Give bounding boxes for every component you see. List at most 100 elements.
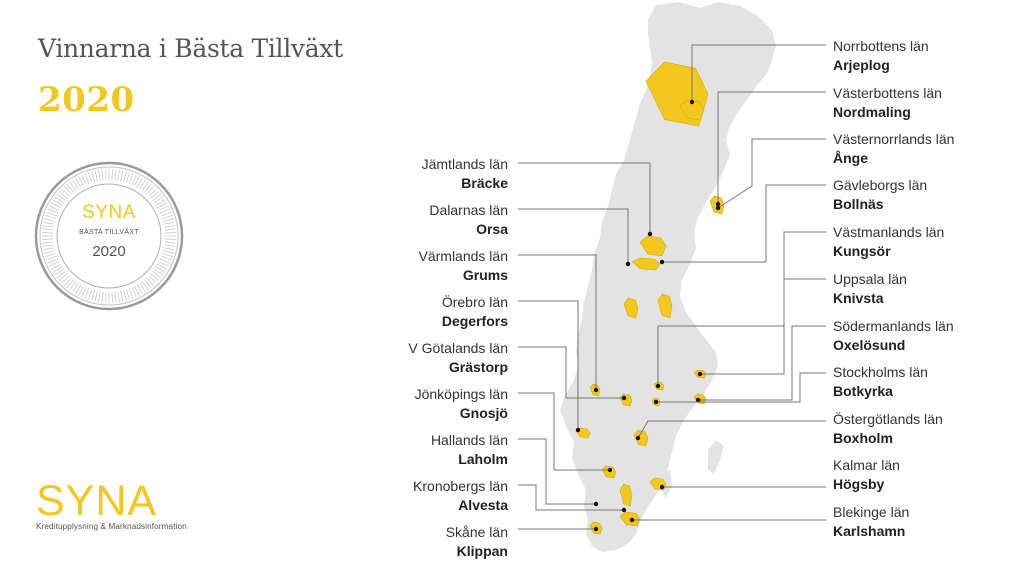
location-dot-arjeplog <box>689 99 695 105</box>
municipality-bracke <box>639 235 667 257</box>
winner-name: Karlshamn <box>833 523 906 539</box>
county-name: Värmlands län <box>418 248 509 264</box>
winner-name: Degerfors <box>441 313 508 329</box>
winner-name: Alvesta <box>458 497 508 513</box>
leader-line-ange <box>717 138 826 209</box>
label-gnosjo: Jönköpings län Gnosjö <box>278 385 508 423</box>
county-name: Örebro län <box>441 294 508 310</box>
municipality-boxholm <box>633 429 649 447</box>
label-boxholm: Östergötlands län Boxholm <box>833 410 1024 448</box>
label-degerfors: Örebro län Degerfors <box>278 293 508 331</box>
winner-name: Klippan <box>456 543 508 559</box>
location-dot-knivsta <box>697 371 703 377</box>
location-dot-orsa <box>625 261 631 267</box>
leader-line-arjeplog <box>691 44 826 102</box>
location-dot-degerfors <box>575 427 581 433</box>
label-arjeplog: Norrbottens län Arjeplog <box>833 37 1024 75</box>
winner-name: Grums <box>462 267 508 283</box>
county-name: Södermanlands län <box>833 318 954 334</box>
leader-line-boxholm <box>637 420 826 439</box>
county-name: V Götalands län <box>408 340 508 356</box>
badge-brand: SYNA <box>82 202 136 223</box>
page-year: 2020 <box>38 80 135 120</box>
county-name: Östergötlands län <box>833 411 943 427</box>
winner-name: Knivsta <box>833 290 884 306</box>
label-kungsor: Västmanlands län Kungsör <box>833 223 1024 261</box>
municipality-bollnas <box>657 293 673 319</box>
municipality-alvesta <box>619 483 633 507</box>
location-dot-boxholm <box>635 435 641 441</box>
county-name: Jönköpings län <box>414 386 508 402</box>
location-dot-gnosjo <box>607 467 613 473</box>
winner-name: Oxelösund <box>833 337 906 353</box>
county-name: Skåne län <box>445 524 508 540</box>
municipality-karlshamn <box>619 511 641 527</box>
label-orsa: Dalarnas län Orsa <box>278 201 508 239</box>
winner-name: Gnosjö <box>459 405 508 421</box>
winner-name: Orsa <box>476 221 508 237</box>
label-laholm: Hallands län Laholm <box>278 431 508 469</box>
leader-line-orsa <box>518 208 629 264</box>
county-name: Västernorrlands län <box>833 131 955 147</box>
leader-lines <box>518 44 826 532</box>
winner-name: Högsby <box>833 476 885 492</box>
leader-line-nordmaling <box>717 91 826 204</box>
county-name: Norrbottens län <box>833 38 929 54</box>
location-dot-alvesta <box>621 507 627 513</box>
location-dot-hogsby <box>659 484 665 490</box>
label-knivsta: Uppsala län Knivsta <box>833 270 1024 308</box>
label-grastorp: V Götalands län Grästorp <box>278 339 508 377</box>
municipality-nordmaling <box>679 99 705 121</box>
label-bracke: Jämtlands län Bräcke <box>278 155 508 193</box>
label-nordmaling: Västerbottens län Nordmaling <box>833 84 1024 122</box>
label-karlshamn: Blekinge län Karlshamn <box>833 503 1024 541</box>
winner-name: Nordmaling <box>833 104 911 120</box>
leader-line-grums <box>518 254 597 390</box>
page-title: Vinnarna i Bästa Tillväxt <box>38 34 343 63</box>
leader-line-laholm <box>518 438 596 505</box>
leader-line-bracke <box>518 162 651 234</box>
municipality-laholm <box>601 465 617 479</box>
location-dot-laholm <box>593 501 599 507</box>
leader-line-knivsta <box>700 278 826 375</box>
location-dot-bracke <box>647 231 653 237</box>
sweden-outline <box>560 2 776 552</box>
badge-year: 2020 <box>92 243 125 260</box>
county-name: Blekinge län <box>833 504 910 520</box>
location-dot-klippan <box>593 526 599 532</box>
winner-name: Arjeplog <box>833 57 890 73</box>
badge-rim <box>34 161 184 311</box>
leader-line-gnosjo <box>518 392 610 471</box>
label-alvesta: Kronobergs län Alvesta <box>278 477 508 515</box>
winner-name: Bräcke <box>461 175 508 191</box>
leader-line-botkyrka <box>656 372 826 403</box>
label-grums: Värmlands län Grums <box>278 247 509 285</box>
winner-name: Kungsör <box>833 243 891 259</box>
location-dot-nordmaling <box>715 201 721 207</box>
county-name: Västmanlands län <box>833 224 945 240</box>
municipality-orsa <box>631 257 661 271</box>
county-name: Jämtlands län <box>421 156 508 172</box>
badge-subtitle: BÄSTA TILLVÄXT <box>79 228 139 236</box>
leader-line-oxelosund <box>698 325 826 401</box>
syna-logo: SYNA Kreditupplysning & Marknadsinformat… <box>36 477 187 532</box>
winner-name: Boxholm <box>833 430 893 446</box>
label-hogsby: Kalmar län Högsby <box>833 456 1024 494</box>
label-oxelosund: Södermanlands län Oxelösund <box>833 317 1024 355</box>
label-klippan: Skåne län Klippan <box>278 523 508 561</box>
winner-name: Ånge <box>833 150 868 166</box>
winner-name: Laholm <box>458 451 508 467</box>
logo-wordmark: SYNA <box>36 477 158 525</box>
county-name: Kronobergs län <box>413 478 508 494</box>
leader-line-alvesta <box>518 484 624 511</box>
winner-name: Bollnäs <box>833 196 884 212</box>
location-dot-oxelosund <box>695 397 701 403</box>
leader-line-grastorp <box>518 346 624 399</box>
location-dot-bollnas <box>659 259 665 265</box>
location-dot-grums <box>593 387 599 393</box>
logo-tagline: Kreditupplysning & Marknadsinformation <box>36 522 187 531</box>
leader-line-degerfors <box>518 300 579 430</box>
county-name: Gävleborgs län <box>833 177 928 193</box>
award-badge: SYNA BÄSTA TILLVÄXT 2020 <box>34 161 184 311</box>
